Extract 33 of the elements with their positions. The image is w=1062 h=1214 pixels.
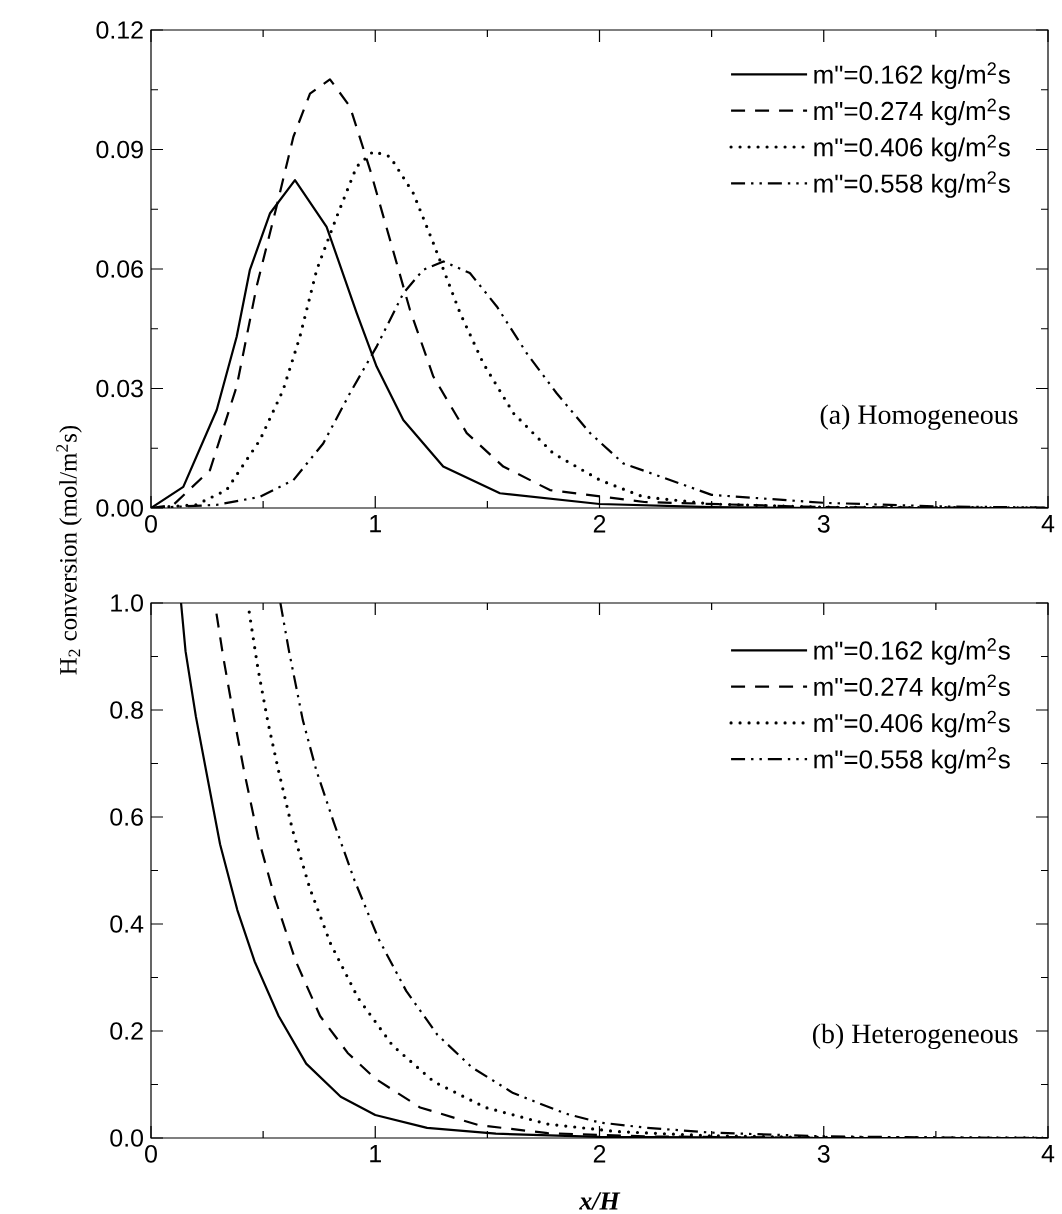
legend-label: m"=0.162 kg/m$^{2}$s <box>814 638 1010 665</box>
y-tick-label: 0.4 <box>110 915 144 933</box>
y-tick-label: 0.00 <box>96 499 143 517</box>
legend-label: m"=0.162 kg/m$^{2}$s <box>814 62 1010 89</box>
y-tick-label: 0.6 <box>110 808 143 826</box>
y-tick-label: 0.2 <box>110 1022 143 1040</box>
x-axis-title: x/H <box>579 1192 621 1210</box>
y-tick-label: 0.03 <box>96 379 143 398</box>
x-tick-label: 4 <box>1041 1145 1055 1163</box>
y-tick-label: 1.0 <box>111 594 143 612</box>
y-tick-label: 0.0 <box>110 1129 143 1147</box>
x-tick-label: 0 <box>145 1145 157 1163</box>
x-tick-label: 1 <box>370 1145 381 1163</box>
legend-label: m"=0.274 kg/m$^{2}$s <box>814 674 1010 702</box>
legend-label: m"=0.406 kg/m$^{2}$s <box>814 134 1010 162</box>
y-tick-label: 0.12 <box>96 21 143 39</box>
x-tick-label: 4 <box>1041 515 1055 533</box>
annotation: (a) Homogeneous <box>820 404 1018 430</box>
legend-label: m"=0.274 kg/m$^{2}$s <box>814 98 1010 126</box>
x-tick-label: 1 <box>370 515 381 533</box>
legend-label: m"=0.558 kg/m$^{2}$s <box>814 171 1010 198</box>
y-tick-label: 0.09 <box>96 140 143 159</box>
x-tick-label: 2 <box>593 515 606 533</box>
annotation: (b) Heterogeneous <box>812 1023 1018 1050</box>
x-tick-label: 2 <box>593 1145 606 1163</box>
x-tick-label: 0 <box>145 515 157 533</box>
x-tick-label: 3 <box>817 515 830 533</box>
legend-label: m"=0.406 kg/m$^{2}$s <box>814 710 1010 738</box>
legend-label: m"=0.558 kg/m$^{2}$s <box>814 747 1010 774</box>
y-tick-label: 0.8 <box>110 701 143 719</box>
y-axis-title: H$_{2}$ conversion (mol/m$^{2}$s) <box>56 425 82 675</box>
x-tick-label: 3 <box>817 1145 830 1163</box>
y-tick-label: 0.06 <box>96 260 143 278</box>
